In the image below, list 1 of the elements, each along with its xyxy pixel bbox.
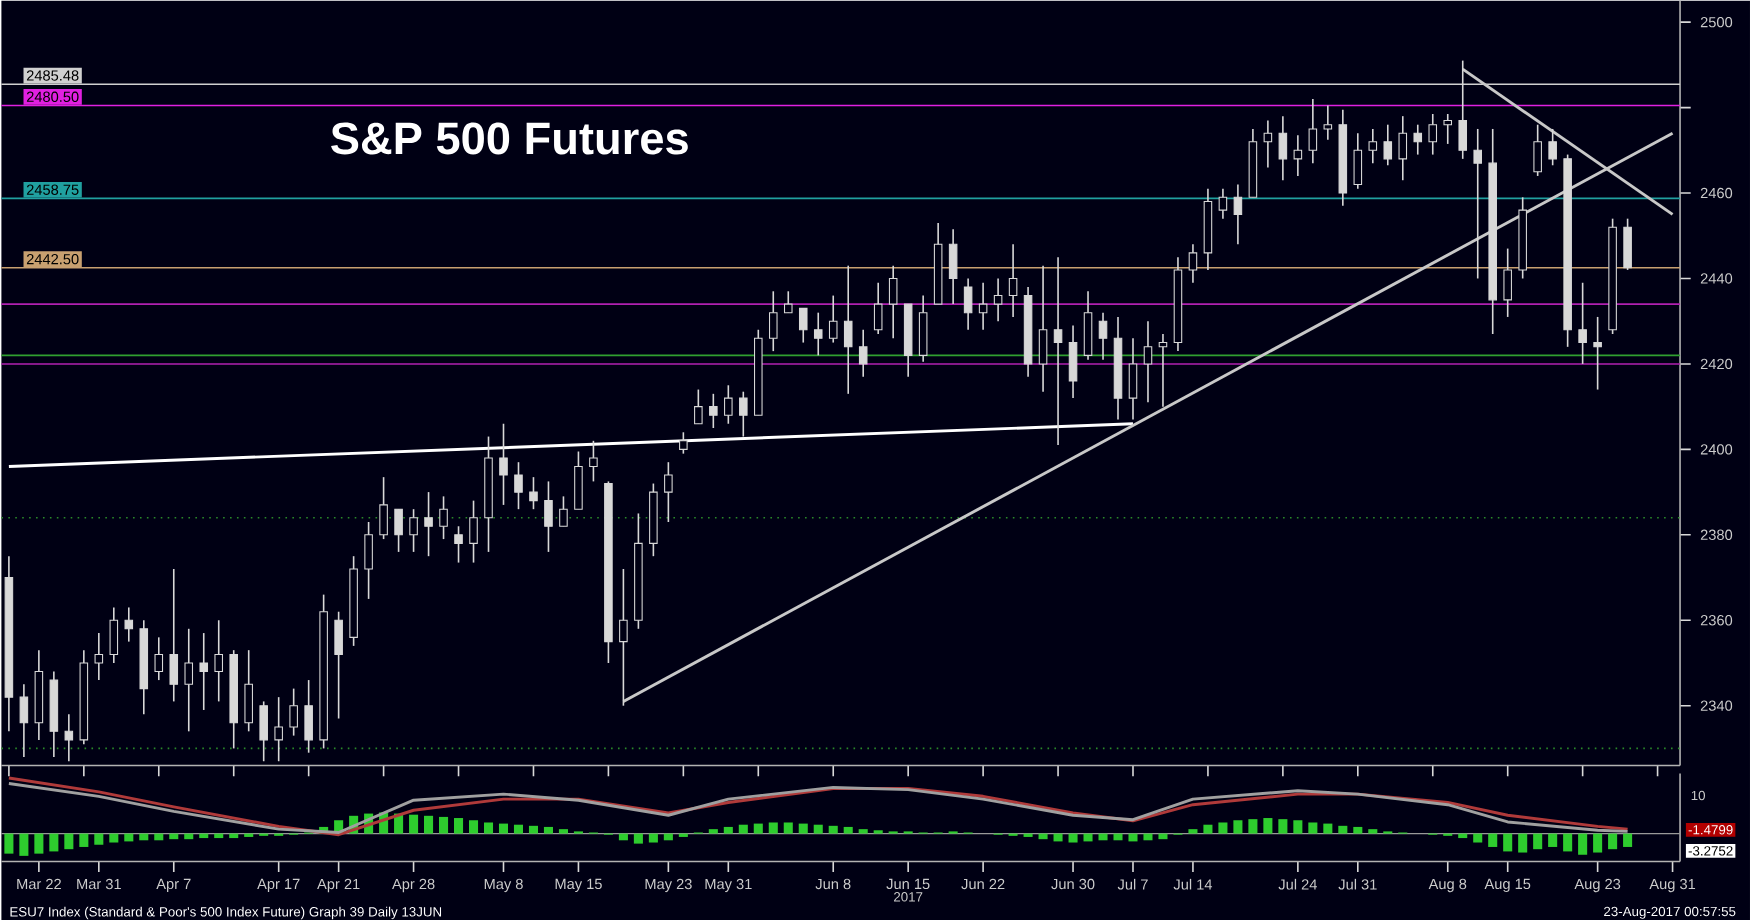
text: S&P 500 Futures: [331, 122, 688, 155]
